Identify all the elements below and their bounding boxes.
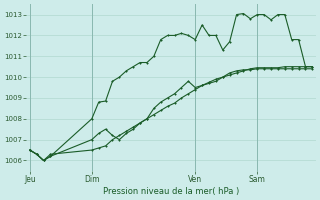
X-axis label: Pression niveau de la mer( hPa ): Pression niveau de la mer( hPa ) [103,187,239,196]
